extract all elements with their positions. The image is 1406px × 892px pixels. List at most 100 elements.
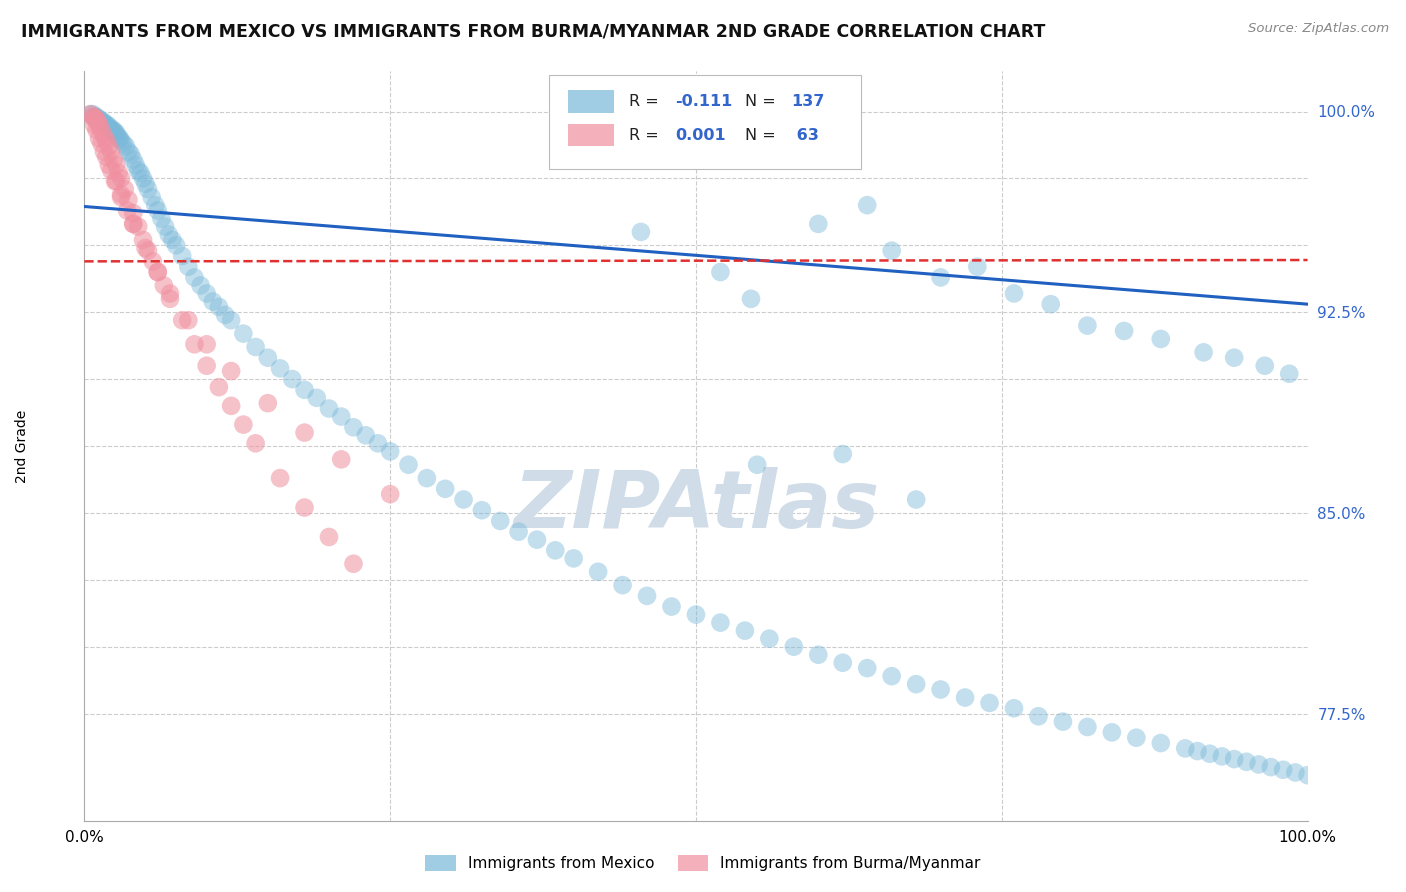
Point: [96, 134, 118, 148]
Point: [416, 471, 439, 485]
Point: [929, 682, 952, 697]
Point: [1247, 757, 1270, 772]
Point: [127, 219, 149, 234]
Point: [110, 171, 132, 186]
Legend: Immigrants from Mexico, Immigrants from Burma/Myanmar: Immigrants from Mexico, Immigrants from …: [419, 849, 987, 877]
Point: [104, 174, 127, 188]
Point: [162, 233, 184, 247]
Point: [380, 444, 402, 458]
Text: 0.001: 0.001: [675, 128, 725, 143]
Point: [1296, 768, 1319, 782]
Text: R =: R =: [628, 94, 664, 109]
Point: [136, 244, 159, 258]
Point: [709, 615, 731, 630]
Point: [1002, 286, 1025, 301]
Point: [103, 153, 125, 167]
Point: [294, 500, 316, 515]
Point: [122, 206, 145, 220]
Point: [208, 300, 231, 314]
Point: [1150, 736, 1173, 750]
Point: [96, 150, 118, 164]
Point: [1187, 744, 1209, 758]
Text: -0.111: -0.111: [675, 94, 733, 109]
Point: [740, 292, 762, 306]
Point: [86, 123, 108, 137]
Point: [1028, 709, 1050, 723]
Point: [91, 126, 114, 140]
Point: [434, 482, 457, 496]
Point: [905, 492, 928, 507]
Point: [380, 487, 402, 501]
Point: [127, 163, 149, 178]
Point: [807, 648, 830, 662]
Point: [905, 677, 928, 691]
Point: [183, 270, 205, 285]
Point: [1254, 359, 1277, 373]
Point: [87, 112, 110, 127]
Point: [90, 136, 112, 151]
Point: [93, 145, 115, 159]
Text: 137: 137: [792, 94, 825, 109]
Point: [245, 340, 267, 354]
Point: [979, 696, 1001, 710]
Text: IMMIGRANTS FROM MEXICO VS IMMIGRANTS FROM BURMA/MYANMAR 2ND GRADE CORRELATION CH: IMMIGRANTS FROM MEXICO VS IMMIGRANTS FRO…: [21, 22, 1046, 40]
Point: [330, 452, 353, 467]
Point: [129, 166, 152, 180]
Point: [526, 533, 548, 547]
Point: [195, 286, 218, 301]
Point: [159, 286, 181, 301]
Point: [1284, 765, 1306, 780]
Point: [1039, 297, 1062, 311]
Point: [153, 278, 176, 293]
Point: [82, 110, 104, 124]
Point: [108, 131, 131, 145]
Point: [97, 158, 120, 172]
Point: [1236, 755, 1258, 769]
FancyBboxPatch shape: [568, 124, 614, 146]
Point: [966, 260, 988, 274]
Text: N =: N =: [745, 94, 780, 109]
Point: [1260, 760, 1282, 774]
Point: [294, 383, 316, 397]
Text: 63: 63: [792, 128, 820, 143]
Point: [107, 131, 129, 145]
Point: [367, 436, 389, 450]
Point: [685, 607, 707, 622]
Text: Source: ZipAtlas.com: Source: ZipAtlas.com: [1249, 22, 1389, 36]
Point: [105, 174, 128, 188]
Point: [93, 115, 115, 129]
Point: [94, 131, 117, 145]
Point: [856, 661, 879, 675]
Point: [153, 219, 176, 234]
Point: [172, 313, 194, 327]
Point: [100, 145, 122, 159]
Point: [112, 136, 135, 151]
Point: [143, 198, 166, 212]
Point: [807, 217, 830, 231]
Point: [122, 217, 145, 231]
Point: [183, 337, 205, 351]
Point: [89, 120, 111, 135]
Point: [120, 147, 142, 161]
Point: [87, 131, 110, 145]
Point: [110, 187, 132, 202]
Point: [83, 110, 105, 124]
Point: [586, 565, 609, 579]
Point: [630, 225, 652, 239]
Point: [1174, 741, 1197, 756]
Point: [100, 123, 122, 137]
Point: [953, 690, 976, 705]
Point: [177, 313, 200, 327]
Point: [709, 265, 731, 279]
Point: [98, 120, 121, 135]
Point: [104, 126, 127, 140]
Point: [1278, 367, 1301, 381]
Point: [201, 294, 224, 309]
Point: [150, 211, 173, 226]
Point: [125, 158, 148, 172]
Point: [1052, 714, 1074, 729]
Point: [398, 458, 420, 472]
Point: [929, 270, 952, 285]
Point: [831, 447, 853, 461]
Point: [165, 238, 187, 252]
